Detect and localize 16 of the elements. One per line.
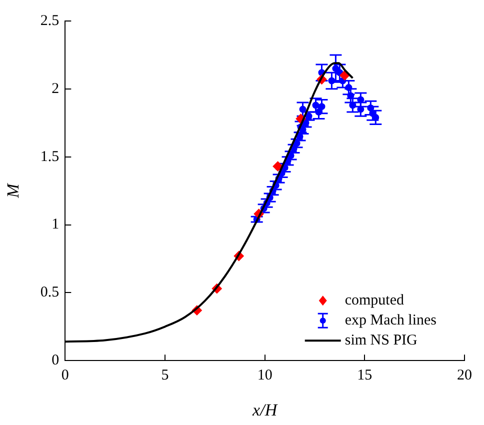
- y-tick-label: 1: [52, 216, 60, 233]
- x-axis-title: x/H: [252, 400, 279, 420]
- x-tick-label: 5: [161, 368, 169, 384]
- y-tick-label: 0.5: [40, 284, 60, 301]
- x-tick-label: 20: [457, 368, 472, 384]
- x-tick-label: 15: [357, 368, 372, 384]
- x-tick-label: 10: [257, 368, 272, 384]
- y-tick-label: 1.5: [40, 148, 60, 165]
- point: [272, 161, 283, 172]
- y-tick-label: 2: [52, 80, 60, 97]
- legend-label: sim NS PIG: [344, 332, 418, 349]
- legend-label: computed: [344, 292, 405, 309]
- y-tick-label: 0: [52, 352, 60, 369]
- legend-label: exp Mach lines: [344, 312, 437, 329]
- y-axis-title: M: [4, 182, 23, 199]
- y-tick-label: 2.5: [40, 12, 60, 29]
